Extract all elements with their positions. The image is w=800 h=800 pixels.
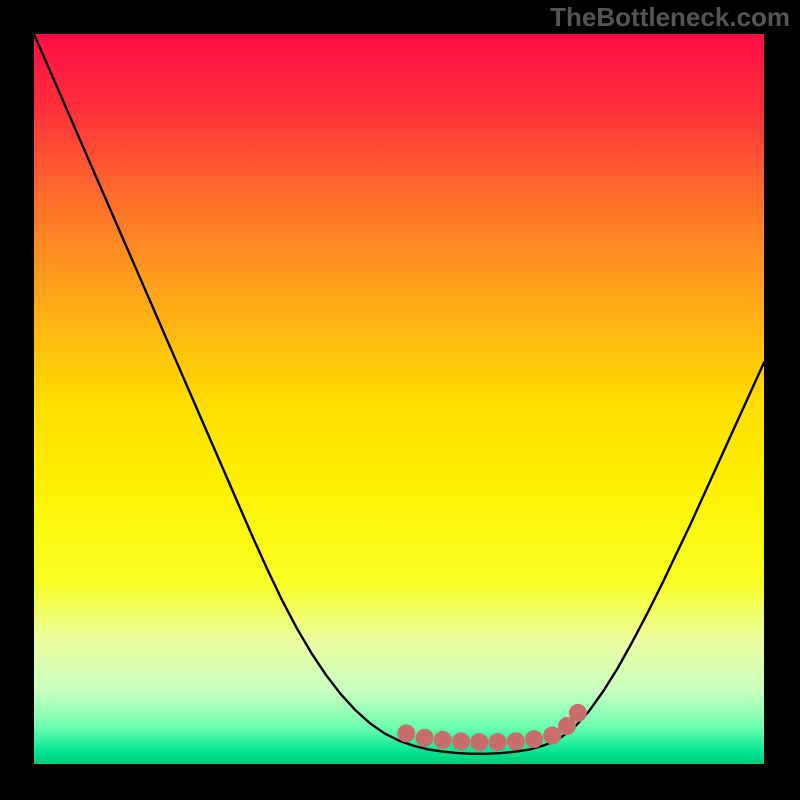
plot-area <box>34 34 764 764</box>
chart-frame: TheBottleneck.com <box>0 0 800 800</box>
trough-marker <box>416 729 434 747</box>
trough-marker <box>397 724 415 742</box>
trough-marker <box>507 732 525 750</box>
plot-svg <box>34 34 764 764</box>
trough-marker <box>452 732 470 750</box>
trough-marker <box>434 731 452 749</box>
trough-marker <box>489 733 507 751</box>
trough-marker <box>569 704 587 722</box>
watermark-text: TheBottleneck.com <box>550 2 790 33</box>
trough-marker <box>470 733 488 751</box>
plot-background <box>34 34 764 764</box>
trough-marker <box>525 730 543 748</box>
